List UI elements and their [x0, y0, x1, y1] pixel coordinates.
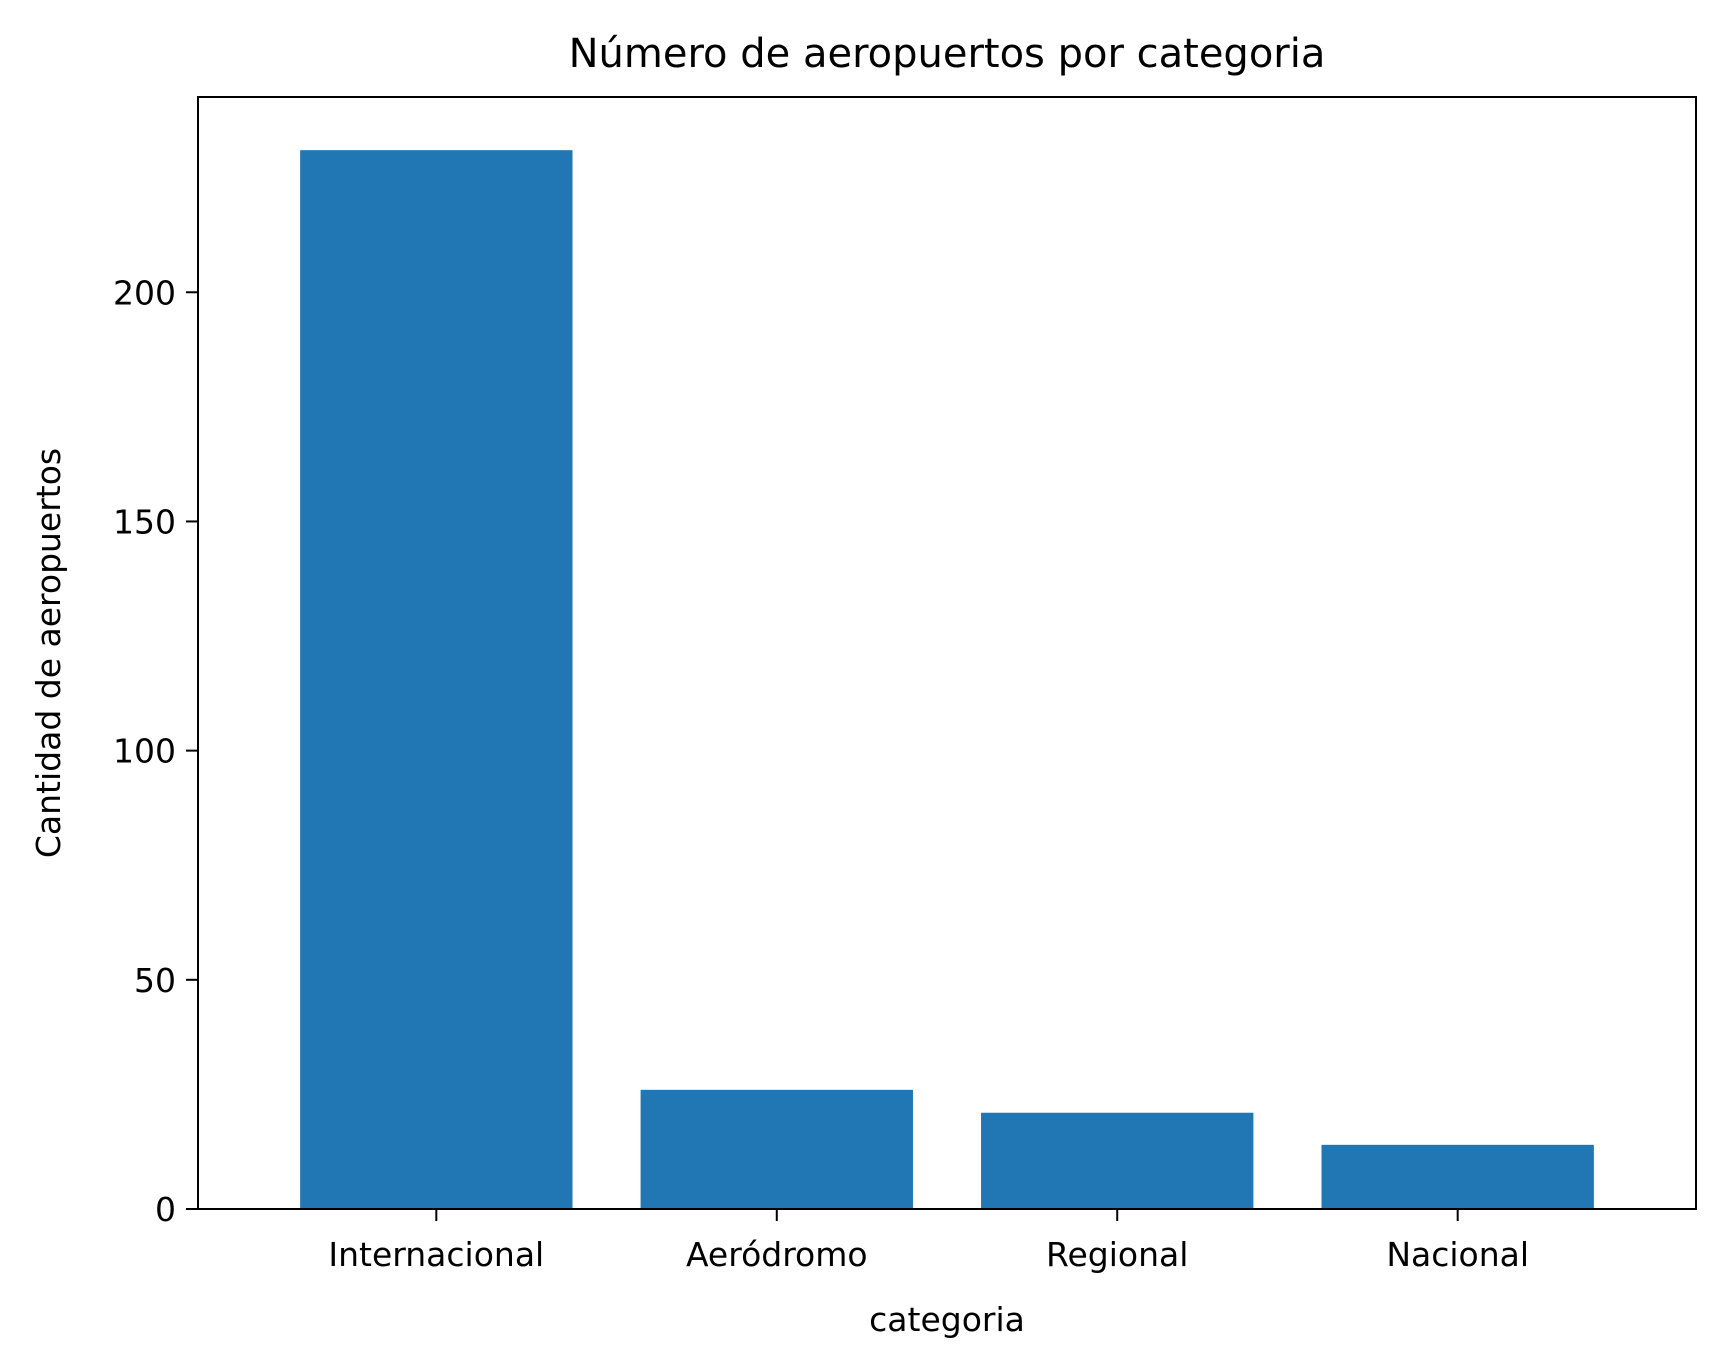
x-ticks-layer: Internacional Aeródromo Regional Nacional	[328, 1209, 1529, 1274]
y-tick-label: 150	[113, 502, 176, 541]
plot-frame	[197, 96, 1697, 1210]
bar-regional	[981, 1112, 1254, 1209]
y-tick-label: 50	[134, 961, 176, 1000]
chart-title: Número de aeropuertos por categoria	[569, 31, 1326, 77]
x-tick-label: Nacional	[1386, 1235, 1529, 1274]
bar-aerodromo	[640, 1089, 913, 1209]
bar-nacional	[1321, 1144, 1594, 1209]
x-axis-label: categoria	[869, 1300, 1025, 1339]
y-ticks-layer: 0 50 100 150 200	[113, 273, 198, 1229]
y-tick-label: 0	[155, 1190, 176, 1229]
y-tick-label: 200	[113, 273, 176, 312]
x-tick-label: Aeródromo	[686, 1235, 868, 1274]
bars-layer	[300, 150, 1594, 1209]
bar-internacional	[300, 150, 573, 1209]
y-tick-label: 100	[113, 732, 176, 771]
x-tick-label: Regional	[1046, 1235, 1188, 1274]
y-axis-label: Cantidad de aeropuertos	[29, 448, 68, 858]
x-tick-label: Internacional	[328, 1235, 544, 1274]
